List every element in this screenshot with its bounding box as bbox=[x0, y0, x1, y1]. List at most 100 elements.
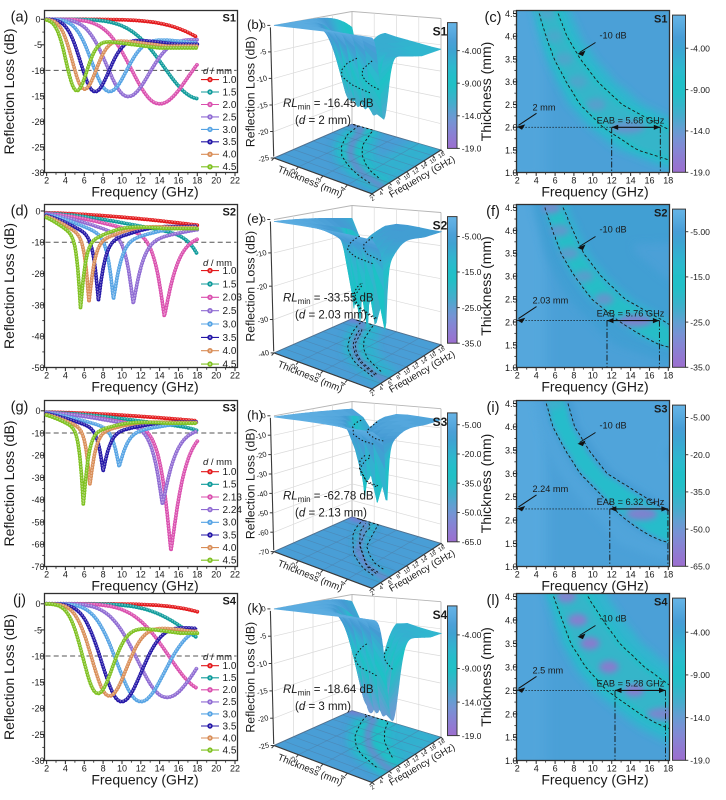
svg-text:Frequency (GHz): Frequency (GHz) bbox=[541, 578, 648, 594]
svg-text:-9.00: -9.00 bbox=[462, 78, 482, 88]
svg-text:1.0: 1.0 bbox=[505, 562, 518, 572]
svg-text:18: 18 bbox=[663, 176, 673, 186]
svg-text:8: 8 bbox=[396, 179, 403, 186]
svg-text:d / mm: d / mm bbox=[203, 652, 232, 663]
svg-text:14: 14 bbox=[626, 570, 636, 580]
svg-text:-10: -10 bbox=[255, 659, 268, 670]
svg-text:-5.00: -5.00 bbox=[690, 413, 710, 423]
svg-text:-15: -15 bbox=[256, 686, 269, 697]
svg-text:Reflection Loss (dB): Reflection Loss (dB) bbox=[1, 223, 17, 349]
svg-text:6: 6 bbox=[387, 185, 394, 192]
svg-text:(k): (k) bbox=[247, 601, 262, 616]
svg-text:3: 3 bbox=[314, 570, 324, 578]
svg-text:RLmin = -18.64 dB: RLmin = -18.64 dB bbox=[283, 684, 374, 698]
svg-text:4.0: 4.0 bbox=[505, 32, 518, 42]
svg-text:2: 2 bbox=[370, 391, 376, 398]
svg-text:4: 4 bbox=[379, 385, 386, 392]
svg-text:-4.00: -4.00 bbox=[462, 630, 482, 640]
svg-text:3.5: 3.5 bbox=[223, 333, 237, 344]
svg-text:18: 18 bbox=[663, 371, 673, 381]
svg-text:-10: -10 bbox=[31, 66, 44, 76]
svg-text:-9.00: -9.00 bbox=[690, 670, 710, 680]
svg-text:1.0: 1.0 bbox=[505, 756, 518, 766]
svg-text:-40: -40 bbox=[256, 488, 269, 499]
svg-text:2.03: 2.03 bbox=[223, 293, 243, 304]
svg-text:-20: -20 bbox=[31, 704, 44, 714]
svg-text:1.0: 1.0 bbox=[505, 363, 518, 373]
svg-text:4.5: 4.5 bbox=[223, 162, 237, 173]
svg-text:4: 4 bbox=[63, 570, 68, 580]
svg-text:0: 0 bbox=[260, 215, 266, 225]
svg-text:Frequency (GHz): Frequency (GHz) bbox=[91, 379, 198, 395]
svg-text:0: 0 bbox=[35, 15, 40, 25]
svg-text:16: 16 bbox=[644, 176, 654, 186]
svg-text:4.0: 4.0 bbox=[223, 150, 237, 161]
svg-text:-10: -10 bbox=[254, 430, 267, 441]
svg-text:10: 10 bbox=[403, 368, 412, 377]
svg-text:Thickness (mm): Thickness (mm) bbox=[478, 42, 494, 142]
svg-text:2: 2 bbox=[515, 371, 520, 381]
svg-text:1.5: 1.5 bbox=[223, 673, 237, 684]
svg-text:-35.0: -35.0 bbox=[462, 478, 482, 488]
svg-text:6: 6 bbox=[553, 764, 558, 774]
svg-text:3: 3 bbox=[314, 764, 324, 772]
svg-text:-20.0: -20.0 bbox=[690, 450, 710, 460]
svg-text:1.5: 1.5 bbox=[223, 279, 237, 290]
svg-text:S2: S2 bbox=[654, 208, 667, 220]
svg-text:2: 2 bbox=[289, 362, 299, 370]
svg-text:(j): (j) bbox=[13, 593, 26, 609]
svg-text:(d = 2.13 mm): (d = 2.13 mm) bbox=[295, 508, 367, 520]
svg-text:4.0: 4.0 bbox=[505, 615, 518, 625]
svg-text:16: 16 bbox=[429, 550, 438, 559]
svg-text:Frequency (GHz): Frequency (GHz) bbox=[541, 379, 648, 395]
svg-text:2: 2 bbox=[289, 755, 299, 763]
svg-text:-15: -15 bbox=[31, 91, 44, 101]
svg-text:18: 18 bbox=[192, 764, 202, 774]
svg-text:2: 2 bbox=[515, 570, 520, 580]
svg-text:6: 6 bbox=[82, 570, 87, 580]
svg-text:-25: -25 bbox=[257, 153, 270, 164]
svg-text:4: 4 bbox=[63, 371, 68, 381]
svg-text:8: 8 bbox=[571, 176, 576, 186]
svg-text:18: 18 bbox=[192, 176, 202, 186]
svg-text:-10 dB: -10 dB bbox=[600, 421, 627, 431]
svg-text:Frequency (GHz): Frequency (GHz) bbox=[91, 184, 198, 200]
svg-text:6: 6 bbox=[387, 380, 394, 387]
svg-text:3.5: 3.5 bbox=[505, 249, 518, 259]
svg-text:3.5: 3.5 bbox=[505, 446, 518, 456]
svg-text:-14.0: -14.0 bbox=[462, 697, 482, 707]
svg-text:(l): (l) bbox=[487, 593, 500, 609]
svg-text:4.0: 4.0 bbox=[223, 733, 237, 744]
svg-text:22: 22 bbox=[230, 176, 240, 186]
svg-text:EAB = 5.68 GHz: EAB = 5.68 GHz bbox=[597, 115, 665, 125]
svg-text:1.0: 1.0 bbox=[505, 168, 518, 178]
svg-text:-40: -40 bbox=[257, 348, 270, 359]
svg-text:2.5: 2.5 bbox=[505, 686, 518, 696]
svg-text:4.5: 4.5 bbox=[505, 203, 518, 213]
svg-text:-10 dB: -10 dB bbox=[600, 614, 627, 624]
svg-text:2.5: 2.5 bbox=[223, 112, 237, 123]
svg-text:d / mm: d / mm bbox=[203, 66, 232, 77]
svg-text:2: 2 bbox=[515, 176, 520, 186]
svg-text:(i): (i) bbox=[487, 400, 500, 416]
svg-text:2.0: 2.0 bbox=[223, 685, 237, 696]
svg-text:-65.0: -65.0 bbox=[462, 537, 482, 547]
svg-text:22: 22 bbox=[230, 764, 240, 774]
svg-text:S4: S4 bbox=[223, 595, 237, 607]
svg-text:(f): (f) bbox=[486, 204, 500, 220]
svg-text:2: 2 bbox=[44, 371, 49, 381]
svg-text:-20: -20 bbox=[257, 127, 270, 138]
svg-text:2.0: 2.0 bbox=[505, 516, 518, 526]
svg-text:1.5: 1.5 bbox=[505, 340, 518, 350]
svg-text:4.5: 4.5 bbox=[223, 359, 237, 370]
svg-text:4: 4 bbox=[63, 176, 68, 186]
svg-text:3.0: 3.0 bbox=[505, 469, 518, 479]
svg-text:18: 18 bbox=[438, 738, 447, 747]
svg-text:4: 4 bbox=[338, 185, 348, 193]
svg-text:12: 12 bbox=[607, 176, 617, 186]
svg-text:Thickness (mm): Thickness (mm) bbox=[478, 434, 494, 534]
svg-text:14: 14 bbox=[420, 750, 429, 759]
svg-text:4.5: 4.5 bbox=[505, 399, 518, 409]
svg-text:S1: S1 bbox=[654, 14, 667, 26]
svg-text:1.0: 1.0 bbox=[223, 661, 237, 672]
